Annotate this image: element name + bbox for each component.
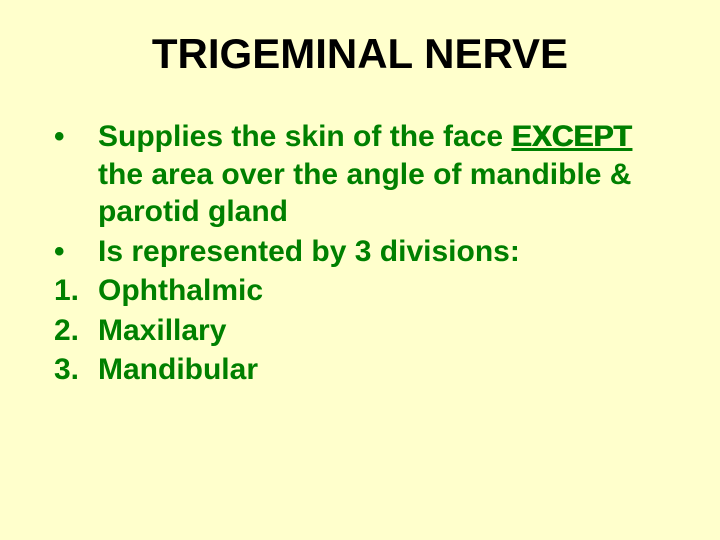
list-item: 1. Ophthalmic: [50, 272, 670, 310]
number-marker: 2.: [50, 312, 98, 350]
text-pre: Maxillary: [98, 314, 226, 347]
slide-content: • Supplies the skin of the face EXCEPT t…: [50, 118, 670, 389]
bullet-marker: •: [50, 233, 98, 271]
content-list: • Supplies the skin of the face EXCEPT t…: [50, 118, 670, 389]
text-post: the area over the angle of mandible & pa…: [98, 158, 631, 229]
slide-title: TRIGEMINAL NERVE: [50, 30, 670, 78]
text-pre: Supplies the skin of the face: [98, 120, 511, 153]
item-text: Maxillary: [98, 312, 670, 350]
item-text: Ophthalmic: [98, 272, 670, 310]
list-item: • Is represented by 3 divisions:: [50, 233, 670, 271]
list-item: 3. Mandibular: [50, 351, 670, 389]
item-text: Is represented by 3 divisions:: [98, 233, 670, 271]
bullet-marker: •: [50, 118, 98, 156]
text-pre: Ophthalmic: [98, 274, 263, 307]
number-marker: 3.: [50, 351, 98, 389]
item-text: Supplies the skin of the face EXCEPT the…: [98, 118, 670, 231]
item-text: Mandibular: [98, 351, 670, 389]
list-item: 2. Maxillary: [50, 312, 670, 350]
text-pre: Mandibular: [98, 353, 258, 386]
text-pre: Is represented by 3 divisions:: [98, 235, 520, 268]
number-marker: 1.: [50, 272, 98, 310]
text-emph: EXCEPT: [511, 120, 631, 153]
list-item: • Supplies the skin of the face EXCEPT t…: [50, 118, 670, 231]
